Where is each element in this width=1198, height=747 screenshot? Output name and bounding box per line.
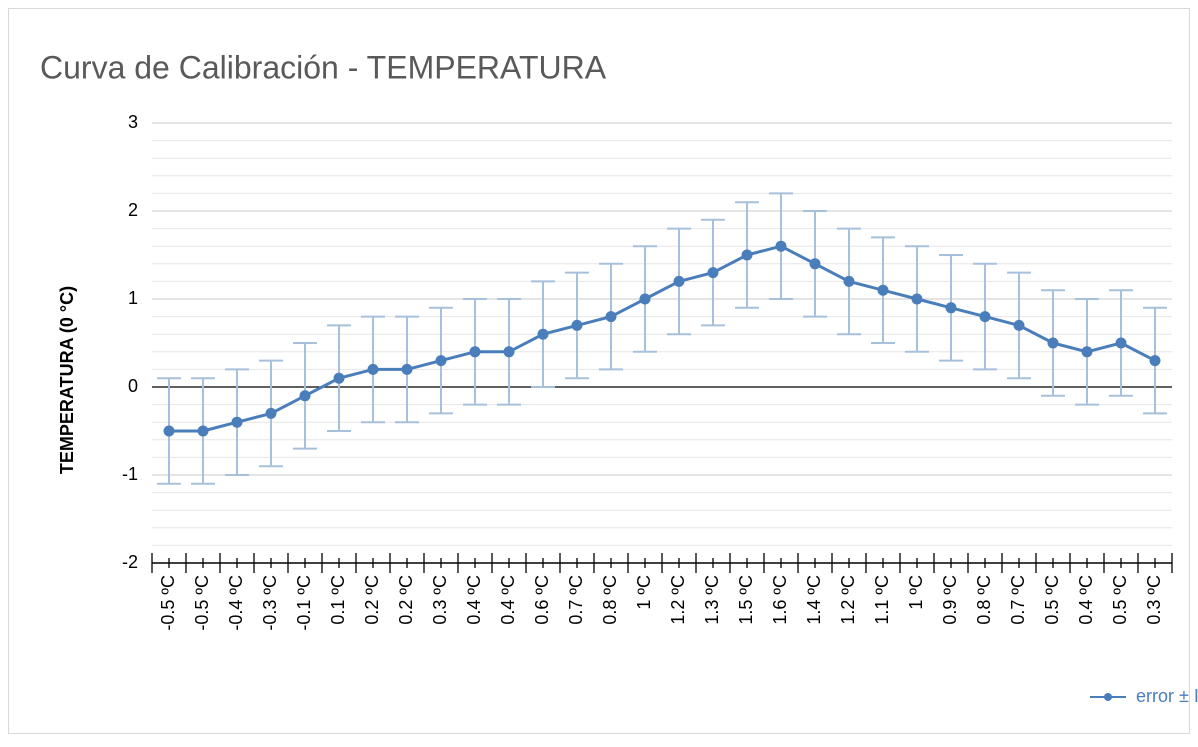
x-tick-label: 0.5 ºC (1042, 575, 1062, 625)
x-tick-label: 0.8 ºC (600, 575, 620, 625)
point (877, 284, 889, 296)
x-tick-label: 0.6 ºC (532, 575, 552, 625)
x-tick-label: 0.7 ºC (566, 575, 586, 625)
x-tick-label: 0.3 ºC (430, 575, 450, 625)
series-line (169, 244, 1156, 433)
point (605, 311, 617, 323)
x-tick-label: 1 ºC (906, 575, 926, 610)
x-tick-label: 0.4 ºC (464, 575, 484, 625)
point (775, 240, 787, 252)
point (1081, 346, 1093, 358)
y-tick-label: 2 (128, 200, 138, 220)
x-tick-label: 1.6 ºC (770, 575, 790, 625)
x-tick-label: 1.4 ºC (804, 575, 824, 625)
y-tick-label: 0 (128, 376, 138, 396)
point (299, 390, 311, 402)
x-tick-label: 1.5 ºC (736, 575, 756, 625)
point (469, 346, 481, 358)
x-tick-label: 0.3 ºC (1144, 575, 1164, 625)
y-tick-label: -2 (122, 552, 138, 572)
x-tick-label: 0.5 ºC (1110, 575, 1130, 625)
point (707, 267, 719, 279)
point (911, 293, 923, 305)
point (537, 328, 549, 340)
x-tick-label: 1.2 ºC (838, 575, 858, 625)
point (843, 275, 855, 287)
x-tick-label: 1.3 ºC (702, 575, 722, 625)
x-tick-label: 0.7 ºC (1008, 575, 1028, 625)
point (945, 302, 957, 314)
point (333, 372, 345, 384)
point (197, 425, 209, 437)
point (435, 355, 447, 367)
point (1149, 355, 1161, 367)
x-tick-label: -0.5 ºC (192, 575, 212, 631)
x-tick-label: 1 ºC (634, 575, 654, 610)
x-tick-label: 0.2 ºC (396, 575, 416, 625)
point (1013, 319, 1025, 331)
point (163, 425, 175, 437)
point (979, 311, 991, 323)
x-tick-label: 0.9 ºC (940, 575, 960, 625)
legend-marker (1104, 693, 1112, 701)
point (503, 346, 515, 358)
x-tick-label: 0.8 ºC (974, 575, 994, 625)
point (401, 363, 413, 375)
x-tick-label: -0.1 ºC (294, 575, 314, 631)
point (1047, 337, 1059, 349)
point (741, 249, 753, 261)
point (673, 275, 685, 287)
x-tick-label: 1.1 ºC (872, 575, 892, 625)
point (367, 363, 379, 375)
point (265, 407, 277, 419)
point (231, 416, 243, 428)
x-tick-label: 0.4 ºC (1076, 575, 1096, 625)
chart-title: Curva de Calibración - TEMPERATURA (40, 49, 607, 85)
x-tick-label: -0.3 ºC (260, 575, 280, 631)
chart-border (8, 8, 1190, 734)
x-tick-label: -0.4 ºC (226, 575, 246, 631)
x-tick-label: 0.1 ºC (328, 575, 348, 625)
x-tick-label: -0.5 ºC (158, 575, 178, 631)
x-tick-label: 1.2 ºC (668, 575, 688, 625)
x-tick-label: 0.4 ºC (498, 575, 518, 625)
y-tick-label: 1 (128, 288, 138, 308)
legend-label: error ± Incertidumbre (1136, 686, 1198, 706)
y-axis-label: TEMPERATURA (0 °C) (57, 286, 77, 474)
point (1115, 337, 1127, 349)
x-tick-label: 0.2 ºC (362, 575, 382, 625)
y-tick-label: -1 (122, 464, 138, 484)
point (809, 258, 821, 270)
point (571, 319, 583, 331)
point (639, 293, 651, 305)
y-tick-label: 3 (128, 112, 138, 132)
